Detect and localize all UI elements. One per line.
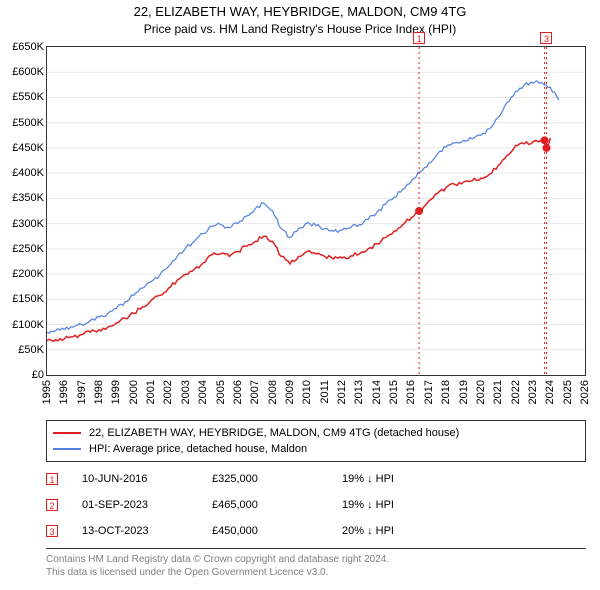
x-tick-label: 2000: [128, 380, 140, 404]
legend-label: 22, ELIZABETH WAY, HEYBRIDGE, MALDON, CM…: [89, 427, 459, 439]
sale-price: £450,000: [212, 525, 342, 537]
x-tick-label: 2014: [371, 380, 383, 404]
x-tick-label: 2025: [562, 380, 574, 404]
x-tick-label: 2001: [145, 380, 157, 404]
footer-line-2: This data is licensed under the Open Gov…: [46, 566, 586, 579]
y-tick-label: £0: [0, 369, 44, 381]
sale-delta: 19% ↓ HPI: [342, 499, 462, 511]
legend-swatch: [53, 448, 81, 450]
x-tick-label: 2026: [579, 380, 591, 404]
x-tick-label: 2022: [510, 380, 522, 404]
x-tick-label: 1997: [76, 380, 88, 404]
x-tick-label: 2008: [267, 380, 279, 404]
sale-marker-box: 1: [46, 473, 58, 485]
sale-marker-box: 2: [46, 499, 58, 511]
x-tick-label: 1996: [58, 380, 70, 404]
x-tick-label: 2018: [440, 380, 452, 404]
x-tick-label: 2011: [319, 380, 331, 404]
legend-label: HPI: Average price, detached house, Mald…: [89, 443, 307, 455]
y-tick-label: £50K: [0, 344, 44, 356]
y-tick-label: £200K: [0, 268, 44, 280]
x-tick-label: 2016: [405, 380, 417, 404]
sale-price: £325,000: [212, 473, 342, 485]
x-tick-label: 2023: [527, 380, 539, 404]
x-tick-label: 2010: [301, 380, 313, 404]
x-tick-label: 2005: [215, 380, 227, 404]
sales-row: 1 10-JUN-2016£325,00019% ↓ HPI: [46, 466, 586, 492]
y-tick-label: £100K: [0, 319, 44, 331]
sales-row: 3 13-OCT-2023£450,00020% ↓ HPI: [46, 518, 586, 544]
footer-line-1: Contains HM Land Registry data © Crown c…: [46, 553, 586, 566]
x-tick-label: 2019: [458, 380, 470, 404]
plot-svg: [47, 47, 585, 375]
y-tick-label: £450K: [0, 142, 44, 154]
sale-price: £465,000: [212, 499, 342, 511]
sales-table: 110-JUN-2016£325,00019% ↓ HPI201-SEP-202…: [46, 466, 586, 544]
x-tick-label: 2002: [162, 380, 174, 404]
y-tick-label: £600K: [0, 66, 44, 78]
legend-item: 22, ELIZABETH WAY, HEYBRIDGE, MALDON, CM…: [53, 425, 579, 441]
sale-date: 13-OCT-2023: [82, 525, 212, 537]
legend-item: HPI: Average price, detached house, Mald…: [53, 441, 579, 457]
sale-marker-box: 3: [540, 32, 552, 44]
y-tick-label: £500K: [0, 117, 44, 129]
y-tick-label: £400K: [0, 167, 44, 179]
chart-container: { "title": "22, ELIZABETH WAY, HEYBRIDGE…: [0, 0, 600, 590]
x-tick-label: 2015: [388, 380, 400, 404]
x-tick-label: 2021: [492, 380, 504, 404]
sale-delta: 19% ↓ HPI: [342, 473, 462, 485]
x-tick-label: 1995: [41, 380, 53, 404]
sale-date: 10-JUN-2016: [82, 473, 212, 485]
footer: Contains HM Land Registry data © Crown c…: [46, 548, 586, 579]
y-tick-label: £250K: [0, 243, 44, 255]
x-tick-label: 2024: [544, 380, 556, 404]
y-tick-label: £550K: [0, 91, 44, 103]
x-tick-label: 2012: [336, 380, 348, 404]
sale-delta: 20% ↓ HPI: [342, 525, 462, 537]
x-tick-label: 2006: [232, 380, 244, 404]
y-tick-label: £350K: [0, 192, 44, 204]
x-tick-label: 2004: [197, 380, 209, 404]
x-tick-label: 2009: [284, 380, 296, 404]
y-tick-label: £650K: [0, 41, 44, 53]
x-tick-label: 1999: [110, 380, 122, 404]
legend: 22, ELIZABETH WAY, HEYBRIDGE, MALDON, CM…: [46, 420, 586, 462]
y-tick-label: £150K: [0, 293, 44, 305]
x-tick-label: 2003: [180, 380, 192, 404]
plot-area: [46, 46, 586, 376]
legend-swatch: [53, 432, 81, 434]
x-tick-label: 1998: [93, 380, 105, 404]
sale-marker-box: 1: [413, 32, 425, 44]
x-tick-label: 2007: [249, 380, 261, 404]
sale-marker-box: 3: [46, 525, 58, 537]
sale-date: 01-SEP-2023: [82, 499, 212, 511]
x-tick-label: 2013: [353, 380, 365, 404]
y-tick-label: £300K: [0, 218, 44, 230]
sales-row: 2 01-SEP-2023£465,00019% ↓ HPI: [46, 492, 586, 518]
chart-title: 22, ELIZABETH WAY, HEYBRIDGE, MALDON, CM…: [0, 4, 600, 19]
chart-subtitle: Price paid vs. HM Land Registry's House …: [0, 22, 600, 36]
x-tick-label: 2020: [475, 380, 487, 404]
x-tick-label: 2017: [423, 380, 435, 404]
